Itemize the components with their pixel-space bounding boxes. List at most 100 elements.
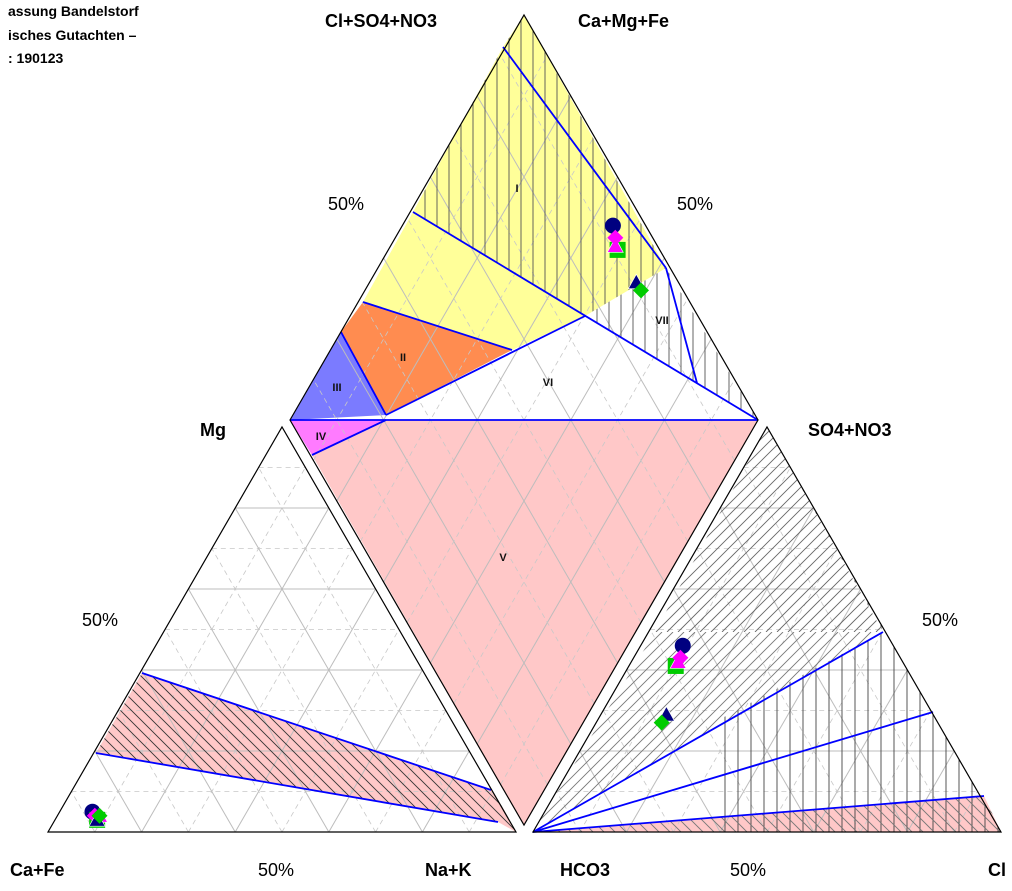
diamond-grid-a xyxy=(476,95,712,502)
anion-left-label: HCO3 xyxy=(560,860,610,880)
cation-band-hatch-line xyxy=(0,673,44,832)
anion-top-hatch-line xyxy=(798,427,883,632)
diamond-grid-a xyxy=(453,136,689,542)
anion-diag-hatch-line xyxy=(990,632,1012,832)
diamond-grid-b xyxy=(359,136,595,542)
boundary-line-1 xyxy=(502,46,667,269)
anion-top-hatch-line xyxy=(809,427,883,632)
diamond-grid-b xyxy=(336,95,572,502)
anion-top-hatch-line xyxy=(986,427,1012,632)
anion-top-label: SO4+NO3 xyxy=(808,420,892,440)
sample-point-diamond-3 xyxy=(607,229,624,246)
cation-band-hatch-line xyxy=(0,673,33,832)
sample-point-anion-3 xyxy=(672,649,689,666)
cation-grid xyxy=(71,467,493,832)
header-line-2: isches Gutachten – xyxy=(8,27,137,43)
anion-bottom-hatch-line xyxy=(930,796,968,832)
zone-i-top-fill xyxy=(503,15,666,268)
cation-grid-l xyxy=(71,791,96,832)
header-line-1: assung Bandelstorf xyxy=(8,3,139,19)
sample-point-diamond-5 xyxy=(633,282,649,299)
boundary-line-10 xyxy=(532,631,884,833)
anion-top-hatch-line xyxy=(787,427,883,632)
boundary-line-4 xyxy=(340,331,387,416)
anion-grid-l xyxy=(719,507,908,832)
zone-label-iv: IV xyxy=(316,431,327,443)
anion-grid-l xyxy=(649,629,768,832)
cation-grid-r xyxy=(468,791,493,832)
zone-i-fill xyxy=(363,47,666,350)
anion-top-hatch-line xyxy=(964,427,1012,632)
anion-grid-r xyxy=(766,629,885,832)
zone-iii-fill xyxy=(290,332,386,420)
cation-grid-l xyxy=(234,507,423,832)
cation-top-label: Mg xyxy=(200,420,226,440)
diamond-grid-a xyxy=(359,298,595,704)
zone-label-v: V xyxy=(499,552,507,564)
cation-grid-l xyxy=(187,588,330,832)
anion-top-hatch-line xyxy=(909,427,1012,632)
header-line-3: : 190123 xyxy=(8,50,63,66)
diamond-grid-b xyxy=(500,379,735,785)
anion-grid-l xyxy=(696,548,861,832)
cation-grid-r xyxy=(281,629,400,832)
zone-label-vi: VI xyxy=(543,377,553,389)
cation-grid-l xyxy=(164,629,283,832)
diamond-grid-b xyxy=(453,298,689,704)
anion-top-hatch-line xyxy=(997,427,1012,632)
boundary-line-6 xyxy=(311,419,387,456)
anion-top-hatch-line xyxy=(820,427,883,632)
sample-point-anion-0 xyxy=(674,637,691,654)
anion-diag-hatch-line xyxy=(533,632,696,832)
sample-point-anion-5 xyxy=(653,714,670,731)
anion-grid-l xyxy=(556,791,581,832)
anion-top-hatch-line xyxy=(953,427,1012,632)
diamond-grid-a xyxy=(313,379,548,785)
cation-left-label: Ca+Fe xyxy=(10,860,65,880)
anion-top-hatch-line xyxy=(655,427,818,632)
diamond-grid-a xyxy=(500,55,735,461)
cation-band-hatch-line xyxy=(0,673,22,832)
boundary-line-2 xyxy=(665,267,698,384)
anion-diag-hatch-line xyxy=(538,632,740,832)
sample-point-diamond-0 xyxy=(604,217,621,234)
zone-label-vii: VII xyxy=(655,315,668,327)
cation-band-hatch-line xyxy=(0,673,66,832)
diamond-grid-a xyxy=(383,257,619,664)
boundary-line-12 xyxy=(532,795,985,833)
anion-bottom-hatch-line xyxy=(941,796,979,832)
zone-label-iii: III xyxy=(332,382,341,394)
zone-iv-fill xyxy=(290,420,386,455)
diamond-outline xyxy=(289,13,759,827)
sample-point-cation-5 xyxy=(91,807,108,824)
diamond-top-left-label: Cl+SO4+NO3 xyxy=(325,11,437,31)
diamond-top-right-label: Ca+Mg+Fe xyxy=(578,11,669,31)
anion-bottom-hatch-line xyxy=(919,796,957,832)
anion-top-hatch-line xyxy=(1008,427,1012,632)
cation-grid-r xyxy=(94,467,306,832)
diamond-left-pct: 50% xyxy=(328,194,364,214)
cation-grid-l xyxy=(141,669,236,832)
boundary-line-0 xyxy=(412,211,759,421)
anion-top-hatch-line xyxy=(942,427,1012,632)
anion-grid-r xyxy=(673,548,838,832)
cation-band-hatch-line xyxy=(0,673,11,832)
anion-diag-hatch-line xyxy=(549,632,751,832)
diamond-grid-b xyxy=(313,55,548,461)
anion-top-hatch-line xyxy=(853,427,883,632)
diamond-grid-a xyxy=(406,217,642,623)
boundary-line-3 xyxy=(362,301,513,351)
anion-top-hatch-line xyxy=(864,427,883,632)
anion-top-hatch-line xyxy=(898,427,1012,632)
anion-top-hatch-line xyxy=(975,427,1012,632)
boundary-line-5 xyxy=(385,315,586,416)
zone-v-fill xyxy=(312,420,758,825)
cation-triangle-outline xyxy=(46,425,518,833)
anion-grid-l xyxy=(743,467,955,832)
zone-label-ii: II xyxy=(400,352,406,364)
cation-right-label: Na+K xyxy=(425,860,472,880)
anion-top-hatch-line xyxy=(875,427,883,632)
zone-ii-fill xyxy=(341,302,512,415)
anion-bottom-hatch-line xyxy=(1008,796,1012,832)
